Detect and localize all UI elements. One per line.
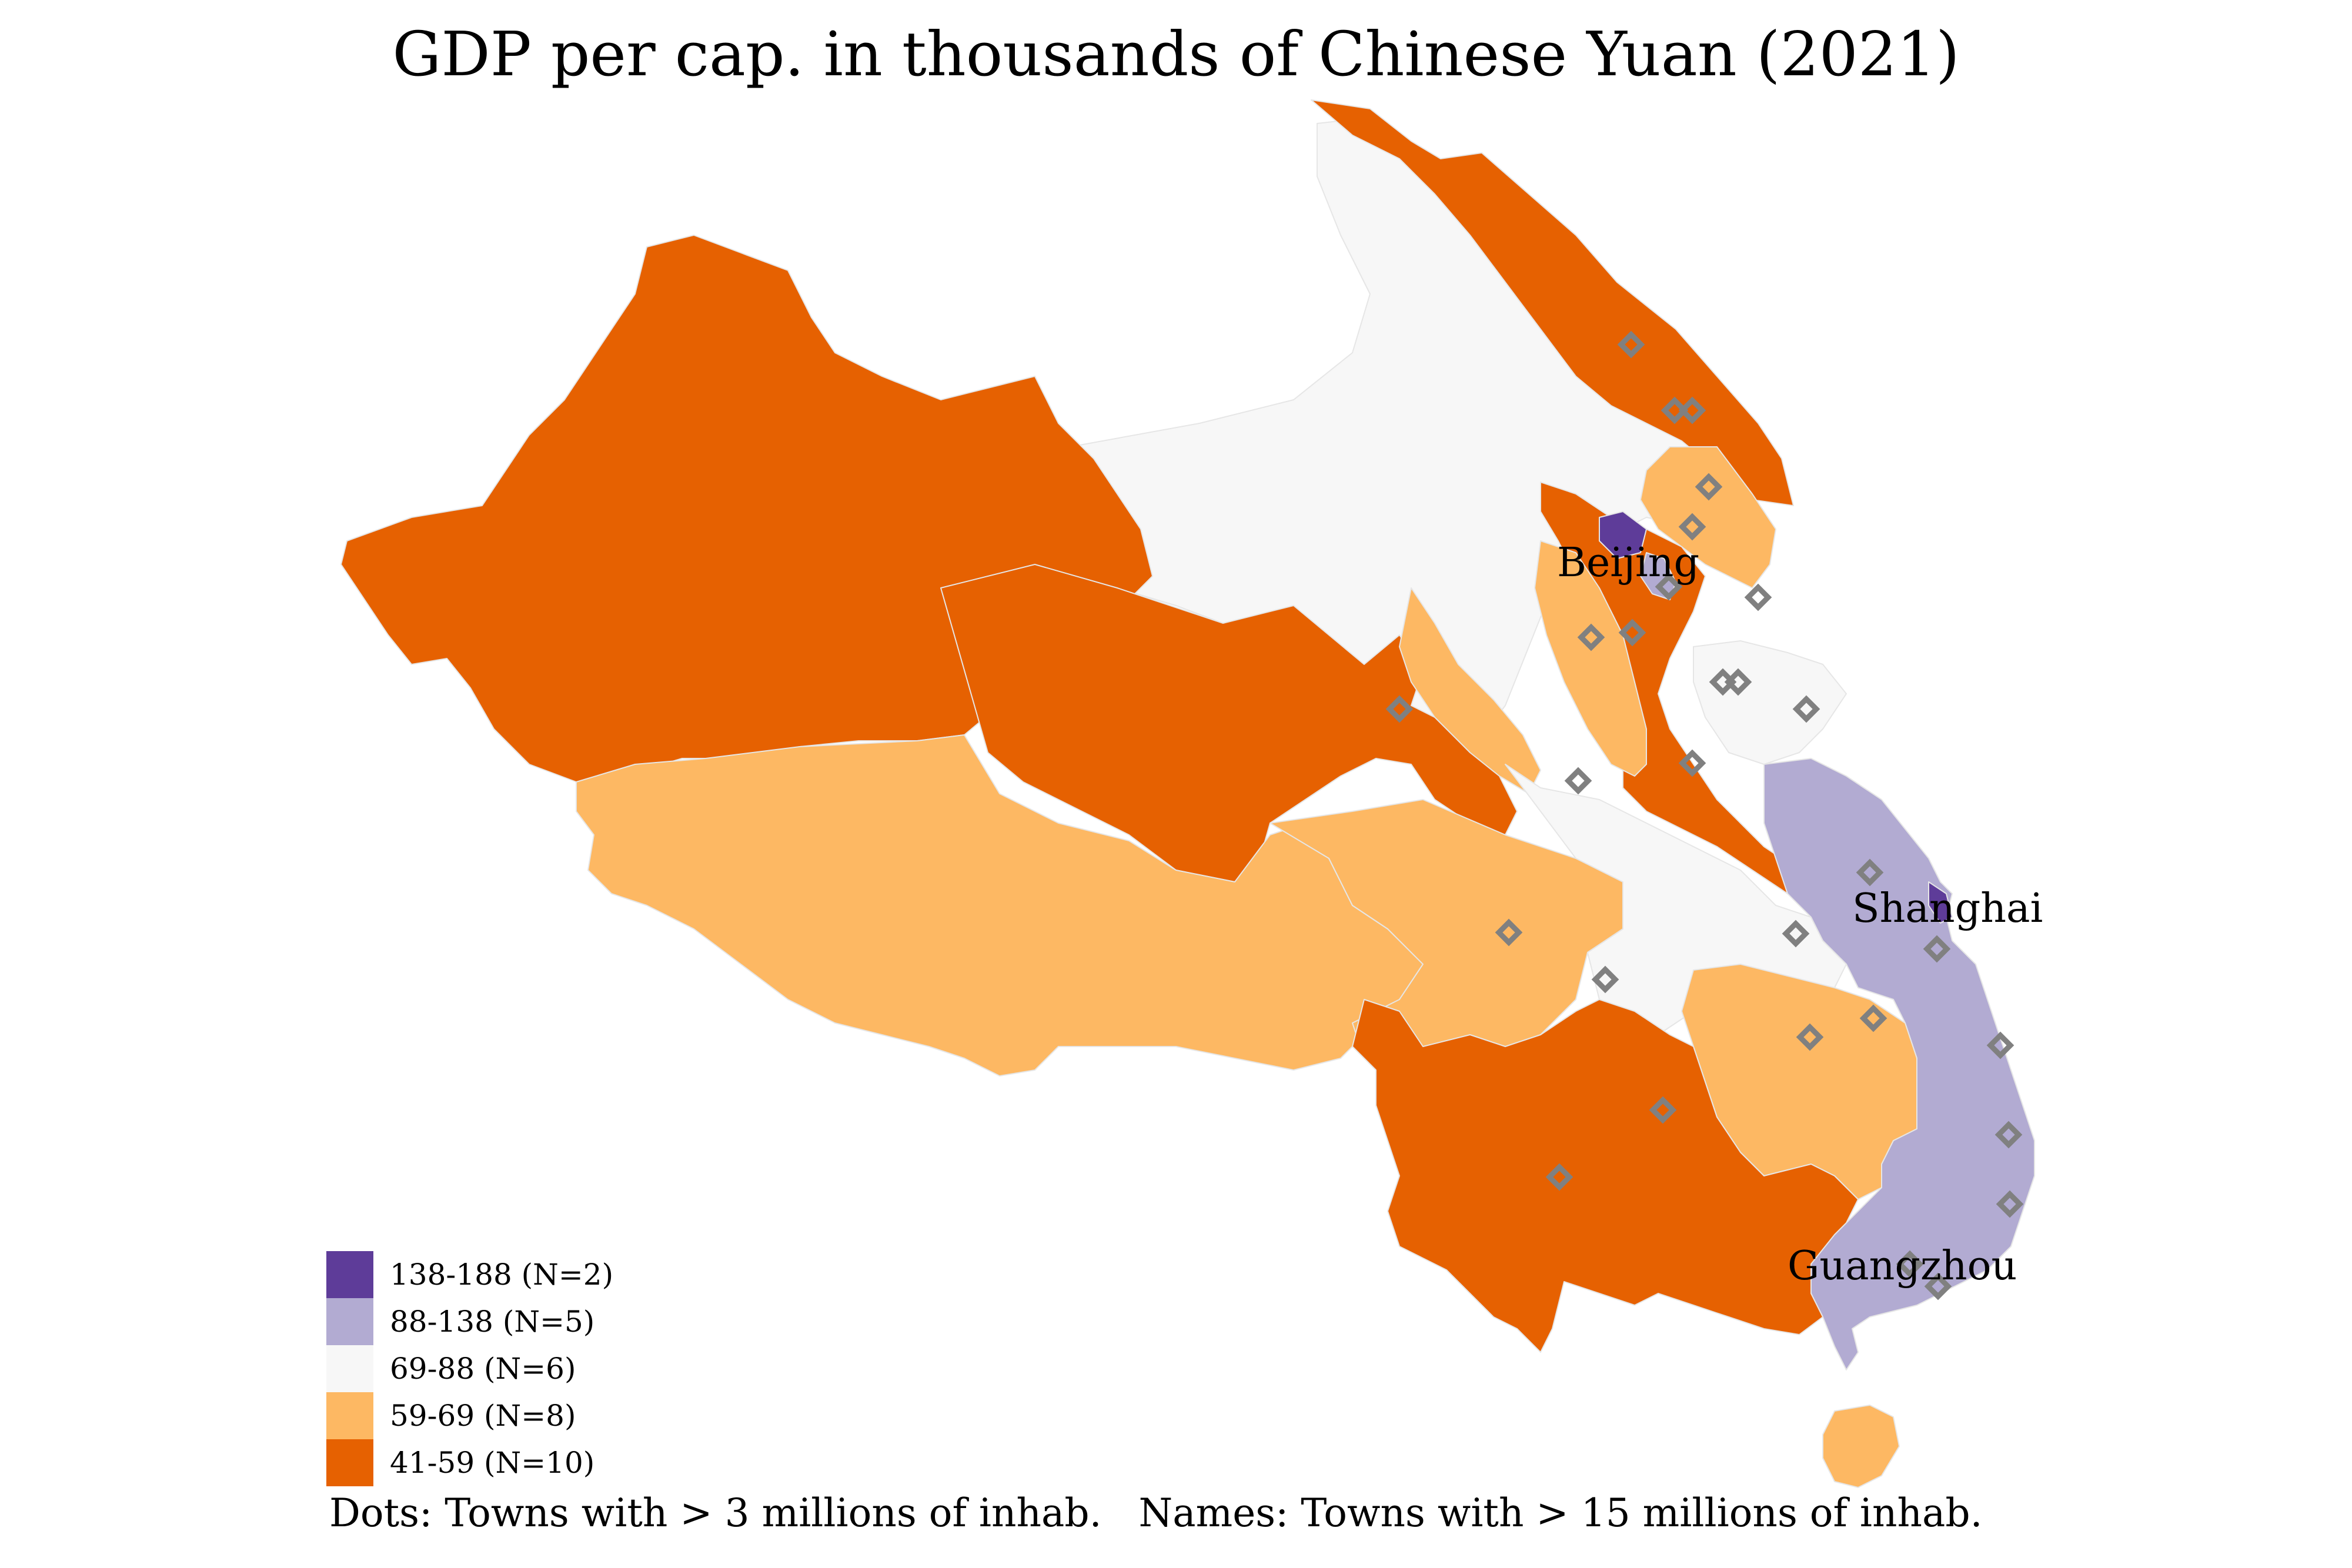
region-east-coast <box>1763 758 2035 1370</box>
region-liaoning <box>1640 446 1776 589</box>
town-dot <box>1996 1190 2024 1218</box>
town-dot <box>1796 1023 1824 1051</box>
footnote: Dots: Towns with > 3 millions of inhab. … <box>329 1490 1983 1536</box>
region-shandong-grey <box>1693 640 1847 765</box>
town-dot <box>1986 1031 2014 1059</box>
town-dot <box>1859 1004 1887 1032</box>
legend-swatch <box>326 1345 373 1392</box>
region-beijing <box>1599 511 1647 559</box>
legend-item: 138-188 (N=2) <box>326 1251 613 1298</box>
region-hainan <box>1822 1405 1900 1488</box>
town-dots <box>1385 330 2024 1300</box>
legend-label: 138-188 (N=2) <box>390 1258 614 1292</box>
town-dot <box>1724 668 1752 696</box>
town-dot <box>1678 513 1706 541</box>
town-dot <box>1618 618 1646 647</box>
town-dot <box>1661 396 1689 424</box>
town-dot <box>1545 1163 1573 1191</box>
legend-item: 59-69 (N=8) <box>326 1392 613 1439</box>
town-dot <box>1709 668 1737 696</box>
region-shanghai <box>1928 881 1953 924</box>
town-dot <box>1923 935 1951 963</box>
region-shanxi <box>1534 540 1647 777</box>
legend: 138-188 (N=2) 88-138 (N=5) 69-88 (N=6) 5… <box>326 1251 613 1486</box>
legend-swatch <box>326 1392 373 1439</box>
town-dot <box>1896 1250 1924 1278</box>
town-dot <box>1591 965 1619 994</box>
legend-swatch <box>326 1298 373 1345</box>
town-dot <box>1678 396 1706 424</box>
town-dot <box>1994 1121 2023 1149</box>
legend-swatch <box>326 1251 373 1298</box>
town-dot <box>1792 695 1820 723</box>
town-dot <box>1655 573 1683 601</box>
town-dot <box>1678 749 1706 777</box>
legend-label: 41-59 (N=10) <box>390 1446 595 1480</box>
legend-label: 69-88 (N=6) <box>390 1352 576 1386</box>
legend-swatch <box>326 1439 373 1486</box>
city-label-guangzhou: Guangzhou <box>1788 1243 2017 1289</box>
legend-label: 88-138 (N=5) <box>390 1305 595 1339</box>
town-dot <box>1617 330 1645 359</box>
town-dot <box>1782 920 1810 948</box>
town-dot <box>1924 1272 1952 1300</box>
map-title: GDP per cap. in thousands of Chinese Yua… <box>392 18 1960 90</box>
town-dot <box>1744 583 1772 611</box>
legend-item: 41-59 (N=10) <box>326 1439 613 1486</box>
footnote-dots: Dots: Towns with > 3 millions of inhab. <box>329 1490 1102 1536</box>
town-dot <box>1856 858 1884 887</box>
town-dot <box>1649 1096 1677 1124</box>
legend-item: 69-88 (N=6) <box>326 1345 613 1392</box>
town-dot <box>1695 473 1723 501</box>
legend-item: 88-138 (N=5) <box>326 1298 613 1345</box>
footnote-names: Names: Towns with > 15 millions of inhab… <box>1138 1490 1983 1536</box>
town-dot <box>1385 695 1414 723</box>
town-dot <box>1577 623 1605 651</box>
legend-label: 59-69 (N=8) <box>390 1399 576 1433</box>
town-dot <box>1495 918 1523 947</box>
city-label-shanghai: Shanghai <box>1852 885 2043 932</box>
city-label-beijing: Beijing <box>1557 540 1699 586</box>
region-southwest <box>1352 999 1859 1353</box>
town-dot <box>1564 767 1592 795</box>
region-tianjin <box>1640 552 1676 600</box>
region-tibet <box>576 734 1424 1076</box>
